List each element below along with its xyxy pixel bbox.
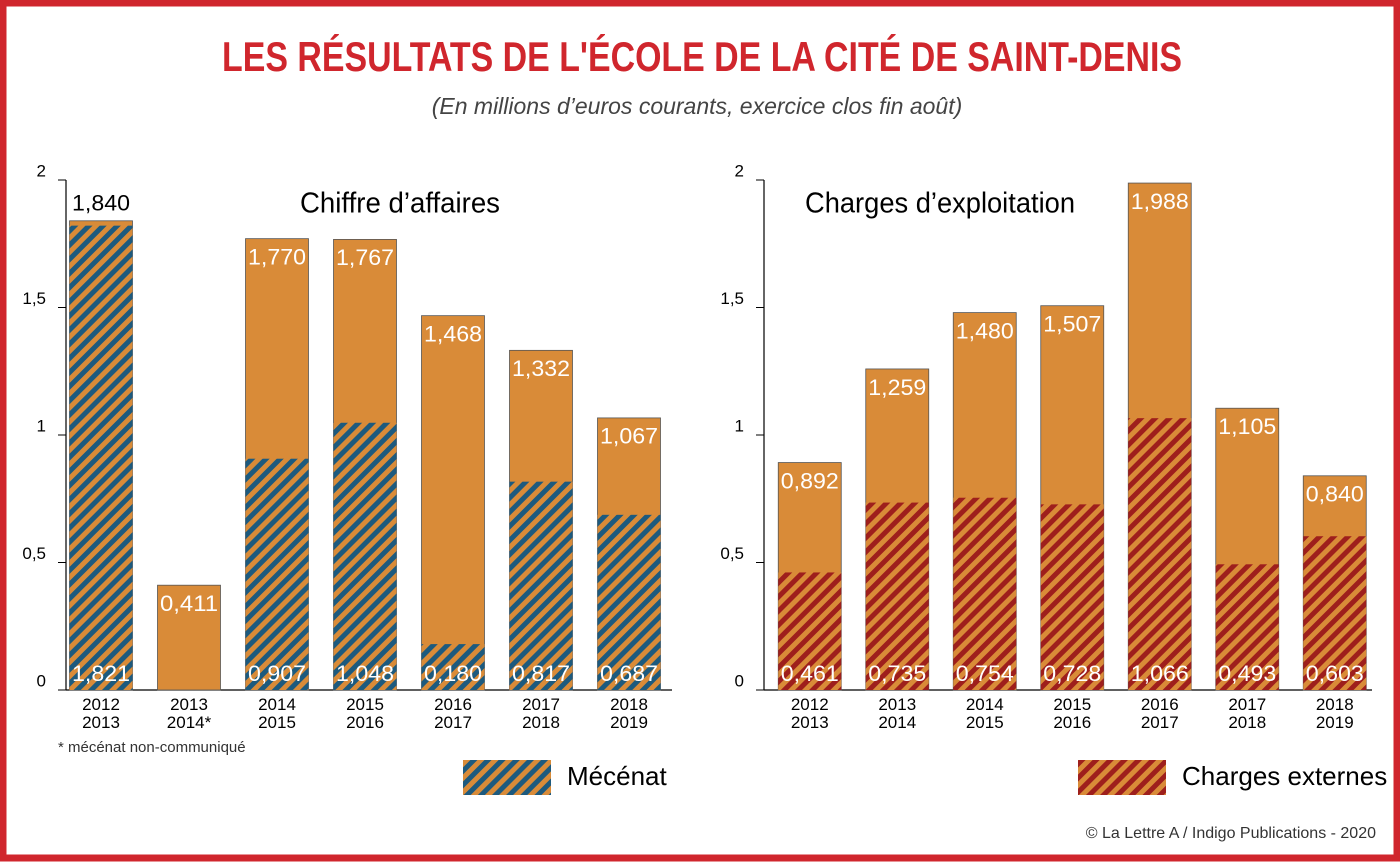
hatched-bar [953, 497, 1017, 690]
hatched-bar [509, 481, 573, 690]
y-tick-label: 0 [37, 671, 46, 690]
value-label: 0,493 [1218, 661, 1276, 686]
chart-title: Chiffre d’affaires [300, 188, 500, 220]
y-tick-label: 0,5 [720, 544, 744, 563]
y-tick-label: 1 [37, 416, 46, 435]
value-label: 0,735 [868, 661, 926, 686]
value-label: 0,840 [1306, 482, 1364, 507]
x-tick-label: 2013 2014 [878, 695, 916, 732]
hatched-bar [778, 572, 842, 690]
y-tick-label: 1,5 [720, 289, 744, 308]
footnote: * mécénat non-communiqué [58, 739, 246, 756]
legend-swatch [1078, 760, 1166, 795]
value-label: 1,821 [72, 661, 130, 686]
value-label: 1,048 [336, 661, 394, 686]
hatched-bar [597, 514, 661, 690]
x-tick-label: 2014 2015 [258, 695, 296, 732]
legend-label: Charges externes [1182, 761, 1387, 791]
hatched-bar [69, 225, 133, 690]
value-label: 0,907 [248, 661, 306, 686]
value-label: 0,817 [512, 661, 570, 686]
hatched-bar [1303, 536, 1367, 690]
x-tick-label: 2017 2018 [1228, 695, 1266, 732]
x-tick-label: 2013 2014* [167, 695, 212, 732]
x-tick-label: 2012 2013 [82, 695, 120, 732]
value-label: 0,180 [424, 661, 482, 686]
y-tick-label: 0 [735, 671, 744, 690]
value-label: 0,687 [600, 661, 658, 686]
hatched-bar [865, 502, 929, 690]
hatched-bar [333, 422, 397, 690]
x-tick-label: 2016 2017 [1141, 695, 1179, 732]
value-label: 1,840 [72, 191, 130, 216]
value-label: 1,259 [868, 375, 926, 400]
y-tick-label: 1 [735, 416, 744, 435]
x-tick-label: 2015 2016 [1053, 695, 1091, 732]
y-tick-label: 2 [37, 161, 46, 180]
value-label: 1,332 [512, 356, 570, 381]
hatched-bar [245, 458, 309, 690]
chart-title: Charges d’exploitation [805, 188, 1075, 220]
value-label: 0,603 [1306, 661, 1364, 686]
value-label: 1,105 [1218, 414, 1276, 439]
value-label: 0,461 [781, 661, 839, 686]
hatched-bar [1215, 564, 1279, 690]
value-label: 1,066 [1131, 661, 1189, 686]
value-label: 0,411 [160, 591, 218, 616]
value-label: 0,754 [956, 661, 1014, 686]
value-label: 1,507 [1043, 312, 1101, 337]
hatched-bar [1040, 504, 1104, 690]
legend-label: Mécénat [567, 761, 667, 791]
hatched-bar [1128, 418, 1192, 690]
y-tick-label: 1,5 [22, 289, 46, 308]
page-title: LES RÉSULTATS DE L'ÉCOLE DE LA CITÉ DE S… [222, 33, 1182, 80]
x-tick-label: 2017 2018 [522, 695, 560, 732]
y-tick-label: 0,5 [22, 544, 46, 563]
value-label: 1,468 [424, 321, 482, 346]
value-label: 1,988 [1131, 189, 1189, 214]
value-label: 1,770 [248, 244, 306, 269]
x-tick-label: 2012 2013 [791, 695, 829, 732]
bar [421, 315, 485, 691]
bar [157, 584, 221, 691]
legend-swatch [463, 760, 551, 795]
x-tick-label: 2016 2017 [434, 695, 472, 732]
value-label: 1,067 [600, 424, 658, 449]
y-tick-label: 2 [735, 161, 744, 180]
page-subtitle: (En millions d’euros courants, exercice … [432, 93, 963, 119]
hatched-bar [421, 644, 485, 690]
value-label: 0,728 [1043, 661, 1101, 686]
x-tick-label: 2014 2015 [966, 695, 1004, 732]
x-tick-label: 2015 2016 [346, 695, 384, 732]
x-tick-label: 2018 2019 [1316, 695, 1354, 732]
value-label: 1,480 [956, 318, 1014, 343]
source: © La Lettre A / Indigo Publications - 20… [1086, 825, 1376, 842]
value-label: 0,892 [781, 468, 839, 493]
x-tick-label: 2018 2019 [610, 695, 648, 732]
value-label: 1,767 [336, 245, 394, 270]
